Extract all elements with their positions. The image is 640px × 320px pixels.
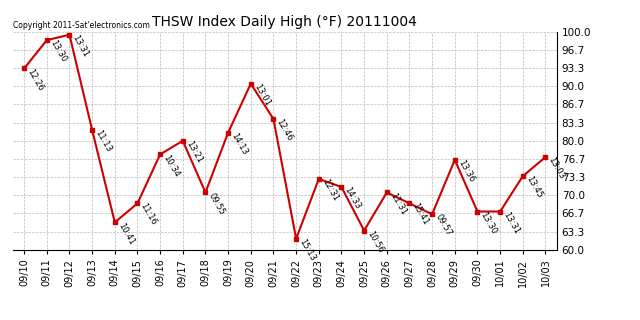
- Text: 10:34: 10:34: [161, 153, 181, 178]
- Text: 15:41: 15:41: [411, 202, 431, 227]
- Text: 10:56: 10:56: [365, 229, 385, 254]
- Text: 10:41: 10:41: [116, 221, 136, 246]
- Text: 13:45: 13:45: [524, 175, 544, 200]
- Text: Copyright 2011-Sat'electronics.com: Copyright 2011-Sat'electronics.com: [13, 21, 150, 30]
- Title: THSW Index Daily High (°F) 20111004: THSW Index Daily High (°F) 20111004: [152, 15, 417, 29]
- Text: 13:30: 13:30: [479, 210, 499, 236]
- Text: 13:03: 13:03: [547, 156, 566, 181]
- Text: 13:30: 13:30: [48, 39, 68, 64]
- Text: 11:31: 11:31: [388, 191, 408, 216]
- Text: 13:21: 13:21: [184, 140, 204, 164]
- Text: 13:31: 13:31: [502, 210, 522, 236]
- Text: 14:33: 14:33: [343, 186, 363, 211]
- Text: 11:13: 11:13: [93, 129, 113, 154]
- Text: 09:55: 09:55: [207, 191, 227, 216]
- Text: 12:26: 12:26: [26, 67, 45, 92]
- Text: 15:13: 15:13: [298, 237, 317, 262]
- Text: 13:36: 13:36: [456, 158, 476, 184]
- Text: 13:31: 13:31: [71, 33, 91, 59]
- Text: 11:16: 11:16: [139, 202, 159, 227]
- Text: 12:31: 12:31: [320, 178, 340, 203]
- Text: 09:57: 09:57: [433, 213, 453, 238]
- Text: 13:01: 13:01: [252, 82, 272, 108]
- Text: 12:46: 12:46: [275, 118, 294, 143]
- Text: 14:13: 14:13: [230, 131, 249, 156]
